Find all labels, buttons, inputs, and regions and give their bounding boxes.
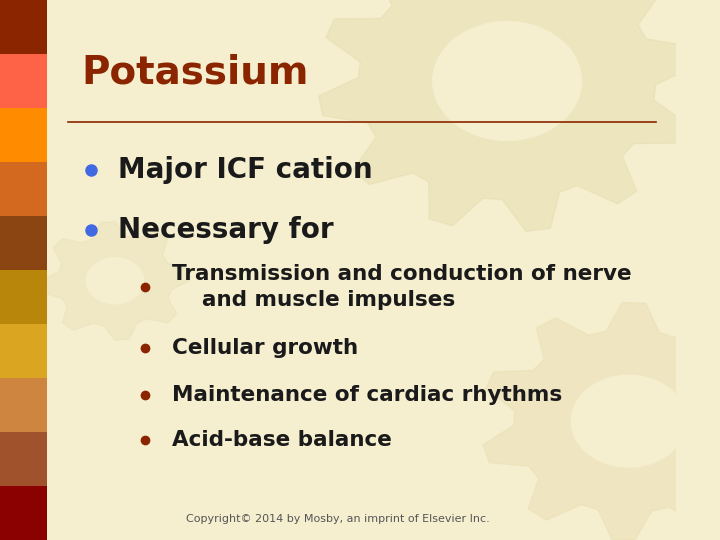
Text: Cellular growth: Cellular growth [172,338,359,359]
Bar [0,486,48,540]
Text: Necessary for: Necessary for [118,215,334,244]
Bar [0,0,48,54]
Bar [0,432,48,486]
Text: Potassium: Potassium [81,54,309,92]
Bar [0,378,48,432]
Polygon shape [319,0,696,232]
Bar [0,270,48,324]
Bar [0,324,48,378]
Text: Major ICF cation: Major ICF cation [118,156,373,184]
Text: Maintenance of cardiac rhythms: Maintenance of cardiac rhythms [172,385,562,406]
Text: Acid-base balance: Acid-base balance [172,430,392,450]
Polygon shape [572,375,686,467]
Polygon shape [433,22,582,140]
Text: Copyright© 2014 by Mosby, an imprint of Elsevier Inc.: Copyright© 2014 by Mosby, an imprint of … [186,514,490,524]
Bar [0,54,48,108]
Text: Transmission and conduction of nerve
    and muscle impulses: Transmission and conduction of nerve and… [172,265,632,310]
Polygon shape [483,302,720,540]
Polygon shape [40,221,189,340]
Bar [0,162,48,216]
Bar [0,108,48,162]
Bar [0,216,48,270]
Polygon shape [86,258,144,303]
